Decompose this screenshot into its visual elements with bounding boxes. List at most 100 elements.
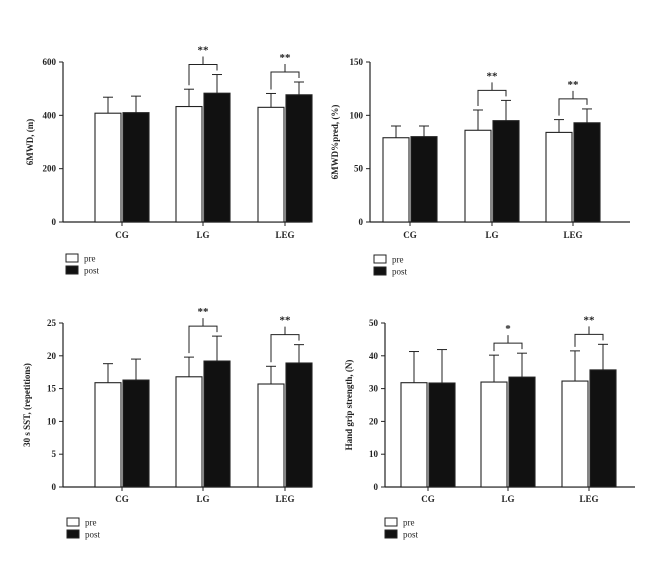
y-tick-label: 100 — [350, 110, 364, 120]
legend: pre post — [384, 517, 419, 540]
legend: pre post — [65, 253, 100, 276]
significance-bracket — [558, 98, 588, 116]
y-tick-label: 15 — [47, 384, 57, 394]
category-label: LG — [485, 230, 498, 240]
category-label: CG — [421, 494, 435, 504]
y-tick-label: 10 — [369, 449, 379, 459]
y-tick-label: 200 — [43, 164, 57, 174]
legend-swatch-pre — [66, 517, 80, 527]
bar-pre — [561, 380, 589, 488]
bar-post — [589, 369, 617, 488]
bar-pre — [464, 129, 492, 223]
chart-panel-1: 0 200 400 600 6MWD, (m) CG LG ** LEG ** pre post — [25, 45, 313, 276]
significance-marker: ** — [487, 70, 499, 82]
legend-swatch-post — [66, 529, 80, 539]
legend-swatch-post — [373, 266, 387, 276]
significance-marker: ** — [280, 315, 292, 327]
legend-label-pre: pre — [85, 518, 97, 528]
significance-marker: ** — [280, 52, 292, 64]
significance-bracket — [270, 71, 300, 90]
category-label: LG — [501, 494, 514, 504]
y-tick-label: 600 — [43, 57, 57, 67]
bar-pre — [545, 131, 573, 223]
bar-post — [428, 382, 456, 488]
legend: pre post — [66, 517, 101, 540]
bar-pre — [175, 105, 203, 223]
bar-post — [285, 362, 313, 488]
y-tick-label: 0 — [52, 217, 57, 227]
significance-bracket — [574, 333, 604, 347]
bar-post — [122, 379, 150, 488]
legend-label-pre: pre — [403, 518, 415, 528]
bar-post — [573, 122, 601, 223]
significance-bracket — [270, 334, 300, 363]
y-tick-label: 0 — [374, 482, 379, 492]
category-label: CG — [403, 230, 417, 240]
legend-label-post: post — [84, 266, 100, 276]
legend-label-pre: pre — [392, 255, 404, 265]
significance-marker: ** — [198, 45, 210, 57]
legend-swatch-pre — [65, 253, 79, 263]
y-axis-label: 30 s SST, (repetitions) — [22, 363, 32, 447]
bar-post — [203, 360, 231, 488]
y-tick-label: 0 — [52, 482, 57, 492]
category-label: LEG — [275, 494, 294, 504]
bar-post — [203, 92, 231, 223]
chart-panel-3: 0 5 10 15 20 25 30 s SST, (repetitions) CG LG ** L… — [22, 306, 313, 540]
category-label: LG — [196, 494, 209, 504]
category-label: CG — [115, 494, 129, 504]
bar-pre — [94, 112, 122, 223]
y-tick-label: 50 — [369, 318, 379, 328]
bar-post — [122, 112, 150, 223]
category-label: LG — [196, 230, 209, 240]
y-tick-label: 400 — [43, 110, 57, 120]
y-tick-label: 30 — [369, 384, 379, 394]
significance-marker: ** — [568, 79, 580, 91]
y-tick-label: 10 — [47, 416, 57, 426]
bar-post — [492, 120, 520, 223]
legend-swatch-pre — [384, 517, 398, 527]
legend-swatch-post — [65, 265, 79, 275]
significance-marker: ** — [198, 306, 210, 318]
significance-marker: * — [505, 323, 511, 335]
y-tick-label: 40 — [369, 351, 379, 361]
y-tick-label: 20 — [369, 416, 379, 426]
significance-bracket — [477, 89, 507, 106]
y-axis-label: 6MWD, (m) — [25, 119, 35, 166]
category-label: LEG — [275, 230, 294, 240]
y-axis-label: Hand grip strength, (N) — [344, 360, 354, 451]
chart-panel-2: 0 50 100 150 6MWD%pred, (%) CG LG ** LEG ** pre pos… — [330, 57, 630, 277]
bar-pre — [257, 383, 285, 488]
bar-pre — [400, 382, 428, 488]
significance-marker: ** — [584, 314, 596, 326]
bar-post — [285, 94, 313, 223]
y-tick-label: 25 — [47, 318, 57, 328]
legend: pre post — [373, 254, 408, 277]
y-tick-label: 5 — [52, 449, 57, 459]
category-label: CG — [115, 230, 129, 240]
category-label: LEG — [563, 230, 582, 240]
category-label: LEG — [579, 494, 598, 504]
legend-swatch-post — [384, 529, 398, 539]
legend-label-post: post — [403, 530, 419, 540]
y-axis-label: 6MWD%pred, (%) — [330, 105, 340, 180]
bar-pre — [94, 382, 122, 488]
bar-pre — [382, 137, 410, 223]
bar-post — [410, 136, 438, 223]
legend-label-post: post — [85, 530, 101, 540]
legend-label-pre: pre — [84, 254, 96, 264]
y-tick-label: 50 — [354, 164, 364, 174]
significance-bracket — [493, 342, 523, 352]
legend-swatch-pre — [373, 254, 387, 264]
significance-bracket — [188, 325, 218, 354]
y-tick-label: 150 — [350, 57, 364, 67]
bar-pre — [257, 106, 285, 223]
y-tick-label: 0 — [359, 217, 364, 227]
y-tick-label: 20 — [47, 351, 57, 361]
chart-panel-4: 0 10 20 30 40 50 Hand grip strength, (N) CG LG * L… — [344, 314, 635, 540]
bar-pre — [175, 376, 203, 488]
bar-post — [508, 376, 536, 488]
bar-pre — [480, 381, 508, 488]
legend-label-post: post — [392, 267, 408, 277]
